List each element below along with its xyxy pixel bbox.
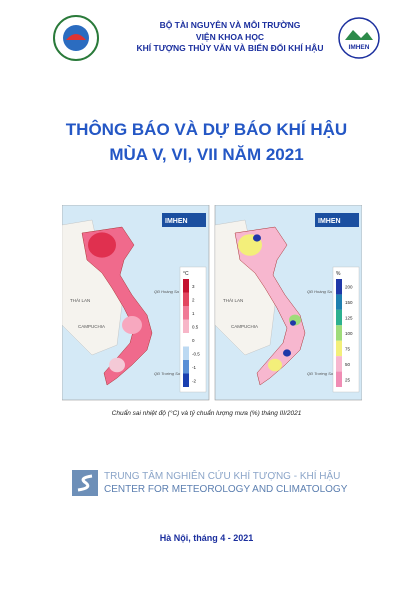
legend-value: 0 [192, 338, 195, 343]
legend-swatch [183, 360, 189, 374]
legend-value: 150 [345, 300, 353, 305]
map-shade [290, 320, 296, 326]
map-label: THÁI LAN [70, 297, 90, 303]
map-label: QĐ Hoàng Sa [154, 289, 180, 294]
map-shade [253, 234, 261, 242]
map-label: QĐ Trường Sa [307, 371, 334, 376]
map-shade [283, 349, 291, 357]
legend-swatch [183, 333, 189, 347]
figure: IMHEN THÁI LAN CAMPUCHIA QĐ Hoàng Sa QĐ Trườ… [62, 205, 362, 401]
legend-value: 200 [345, 285, 353, 290]
legend-swatch [183, 373, 189, 387]
map-label: CAMPUCHIA [78, 324, 105, 329]
banner [162, 213, 206, 227]
map-label: QĐ Hoàng Sa [307, 289, 333, 294]
legend-value: -0.5 [192, 351, 200, 356]
map-label: THÁI LAN [223, 297, 243, 303]
legend-swatch [336, 371, 342, 387]
legend-unit: % [336, 271, 341, 277]
legend-swatch [336, 294, 342, 310]
vietnam [81, 226, 153, 386]
map-shade [122, 316, 142, 334]
legend-swatch [336, 309, 342, 326]
banner [315, 213, 359, 227]
legend-swatch [183, 319, 189, 333]
map-label: CAMPUCHIA [231, 324, 258, 329]
date: Hà Nội, tháng 4 - 2021 [159, 533, 254, 543]
legend-value: 3 [192, 284, 195, 289]
org-vi: TRUNG TÂM NGHIÊN CỨU KHÍ TƯỢNG - KHÍ HẬU [104, 471, 341, 482]
map-shade [88, 232, 116, 258]
legend-value: 25 [345, 377, 351, 382]
legend-value: 125 [345, 316, 353, 321]
legend-value: 75 [345, 346, 351, 351]
header-line: KHÍ TƯỢNG THỦY VĂN VÀ BIẾN ĐỔI KHÍ HẬU [136, 43, 324, 53]
legend-swatch [183, 346, 189, 360]
banner-text: IMHEN [318, 218, 341, 225]
legend-swatch [183, 306, 189, 320]
map: IMHEN THÁI LAN CAMPUCHIA QĐ Hoàng Sa QĐ Trườ… [214, 205, 362, 401]
legend-value: 100 [345, 331, 353, 336]
map-label: QĐ Trường Sa [154, 371, 181, 376]
org-en: CENTER FOR METEOROLOGY AND CLIMATOLOGY [104, 484, 348, 495]
map-shade [268, 358, 282, 372]
legend-unit: °C [183, 271, 189, 277]
legend-swatch [336, 325, 342, 341]
legend-swatch [183, 292, 189, 306]
map: IMHEN THÁI LAN CAMPUCHIA QĐ Hoàng Sa QĐ Trườ… [62, 205, 210, 401]
legend-swatch [336, 340, 342, 357]
logo-left [53, 15, 99, 61]
legend-swatch [336, 279, 342, 295]
banner-text: IMHEN [165, 218, 188, 225]
header-line: VIỆN KHOA HỌC [195, 32, 265, 42]
legend-swatch [183, 279, 189, 293]
center-logo [72, 470, 98, 496]
legend-value: -1 [192, 365, 196, 370]
legend-value: 1 [192, 311, 195, 316]
legend-value: 50 [345, 362, 351, 367]
map-shade [109, 357, 125, 373]
logo-right: IMHEN [338, 17, 380, 59]
caption: Chuẩn sai nhiệt độ (°C) và tỷ chuẩn lượn… [111, 410, 302, 417]
legend-value: 0.5 [192, 324, 199, 329]
title: MÙA V, VI, VII NĂM 2021 [109, 145, 304, 164]
header-line: BỘ TÀI NGUYÊN VÀ MÔI TRƯỜNG [159, 20, 301, 30]
legend-value: 2 [192, 297, 195, 302]
title: THÔNG BÁO VÀ DỰ BÁO KHÍ HẬU [65, 120, 348, 139]
legend-swatch [336, 356, 342, 372]
logo-text: IMHEN [349, 44, 370, 51]
vietnam [234, 226, 306, 386]
legend-value: -2 [192, 378, 196, 383]
